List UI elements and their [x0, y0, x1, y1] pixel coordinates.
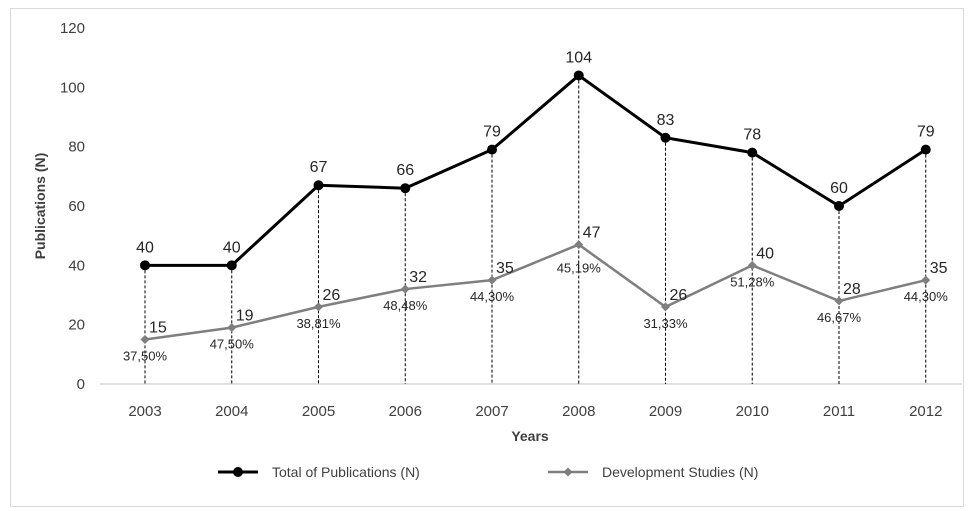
data-label-total: 60	[830, 180, 848, 197]
point-total-publications	[747, 147, 758, 158]
percent-label: 51,28%	[730, 274, 775, 289]
x-tick-label: 2012	[909, 403, 942, 420]
y-tick-label: 0	[77, 376, 85, 393]
point-development-studies	[834, 296, 844, 306]
y-axis-ticks: 0 20 40 60 80 100 120	[60, 20, 85, 393]
x-tick-label: 2008	[562, 403, 595, 420]
percent-label: 45,19%	[557, 261, 602, 276]
data-label-total: 40	[136, 239, 154, 256]
point-total-publications	[834, 201, 844, 211]
data-label-development: 35	[496, 260, 514, 277]
point-development-studies	[921, 275, 931, 285]
point-development-studies	[140, 335, 150, 344]
percent-label: 46,67%	[817, 310, 862, 325]
point-total-publications	[400, 183, 411, 194]
y-axis-title: Publications (N)	[32, 153, 48, 260]
data-label-total: 83	[657, 112, 675, 129]
data-label-development: 35	[930, 260, 948, 277]
point-development-studies	[314, 302, 323, 312]
point-total-publications	[660, 132, 671, 143]
percent-label: 38,81%	[296, 316, 341, 331]
x-tick-label: 2005	[302, 403, 335, 420]
x-tick-label: 2011	[823, 403, 855, 420]
x-tick-label: 2009	[649, 403, 682, 420]
series-points	[140, 70, 931, 344]
point-total-publications	[487, 144, 497, 155]
point-development-studies	[400, 284, 410, 294]
series-lines	[144, 73, 927, 341]
point-total-publications	[573, 70, 584, 81]
y-tick-label: 120	[60, 20, 85, 37]
series-line-total-publications	[145, 73, 927, 267]
data-label-total: 104	[565, 49, 592, 66]
percent-label: 31,33%	[643, 316, 688, 331]
data-label-development: 15	[149, 320, 167, 337]
series-line-development-studies	[144, 243, 927, 341]
data-label-development: 40	[756, 245, 774, 262]
percent-label: 37,50%	[123, 349, 168, 364]
y-tick-label: 20	[68, 317, 85, 334]
point-development-studies	[747, 260, 757, 270]
y-tick-label: 40	[68, 257, 85, 274]
y-tick-label: 60	[68, 198, 85, 215]
legend-marker	[233, 467, 243, 477]
chart-frame	[10, 8, 964, 507]
data-label-total: 40	[223, 239, 241, 256]
legend-label: Development Studies (N)	[602, 464, 758, 480]
point-total-publications	[313, 180, 324, 191]
y-tick-label: 80	[68, 139, 85, 156]
data-label-development: 26	[323, 287, 341, 304]
point-development-studies	[661, 302, 670, 312]
percent-label: 47,50%	[210, 337, 255, 352]
x-tick-label: 2003	[128, 403, 161, 420]
legend-marker	[563, 467, 573, 477]
data-label-total: 79	[917, 124, 935, 141]
data-label-total: 66	[396, 162, 414, 179]
legend-label: Total of Publications (N)	[272, 464, 420, 480]
point-total-publications	[140, 260, 150, 271]
point-development-studies	[227, 323, 237, 333]
x-tick-label: 2007	[475, 403, 508, 420]
legend: Total of Publications (N) Development Stu…	[218, 464, 758, 480]
x-tick-label: 2006	[389, 403, 422, 420]
percent-label: 48,48%	[383, 298, 428, 313]
data-label-total: 79	[483, 124, 501, 141]
point-development-studies	[574, 240, 584, 250]
point-total-publications	[920, 144, 931, 155]
data-label-development: 19	[236, 308, 254, 325]
legend-item: Total of Publications (N)	[218, 464, 420, 480]
percent-label: 44,30%	[470, 289, 515, 304]
y-tick-label: 100	[60, 79, 85, 96]
data-label-total: 78	[743, 127, 761, 144]
data-label-development: 47	[583, 225, 601, 242]
x-tick-label: 2010	[736, 403, 769, 420]
data-label-development: 26	[670, 287, 688, 304]
x-axis-title: Years	[511, 428, 549, 444]
legend-item: Development Studies (N)	[548, 464, 758, 480]
percent-label: 44,30%	[904, 289, 949, 304]
data-label-development: 32	[409, 269, 427, 286]
point-development-studies	[487, 275, 497, 285]
data-label-total: 67	[310, 159, 328, 176]
data-label-development: 28	[843, 281, 861, 298]
data-labels: 40 40 67 66 79 104 83 78 60 79 15 19 26 32 35 47 26 40 28 3…	[123, 49, 948, 363]
x-tick-label: 2004	[215, 403, 248, 420]
x-axis-ticks: 2003 2004 2005 2006 2007 2008 2009 2010 2011 2012	[128, 403, 942, 420]
drop-lines	[144, 75, 927, 384]
point-total-publications	[226, 260, 237, 271]
